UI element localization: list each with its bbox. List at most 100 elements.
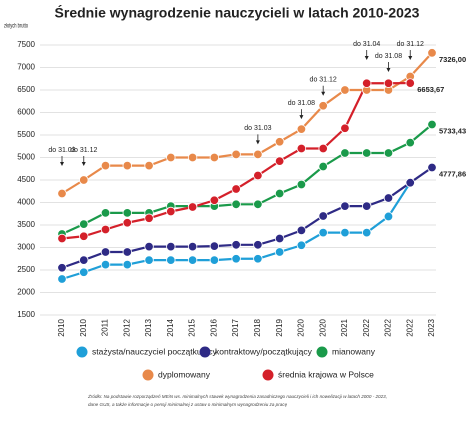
data-point <box>100 160 111 171</box>
annotation-arrowhead <box>386 68 391 72</box>
data-point <box>166 206 176 217</box>
data-point <box>57 233 67 244</box>
data-point <box>318 143 328 154</box>
data-point <box>100 247 111 257</box>
annotation: do 31.12 <box>70 147 97 154</box>
data-point <box>100 224 111 235</box>
x-tick-label: 2011 <box>101 318 110 336</box>
annotation-arrowhead <box>255 140 260 145</box>
data-point <box>340 123 350 133</box>
data-point <box>274 233 285 244</box>
annotation: do 31.08 <box>375 53 402 60</box>
x-tick-label: 2018 <box>253 318 262 336</box>
value-label: 6653,67 <box>417 85 444 94</box>
x-tick-label: 2020 <box>318 318 327 336</box>
annotation: do 31.04 <box>353 41 380 48</box>
data-point <box>340 85 350 95</box>
y-tick-label: 5500 <box>17 130 35 139</box>
data-point <box>383 148 394 158</box>
legend-swatch <box>76 346 88 358</box>
data-point <box>231 199 241 210</box>
data-point <box>253 240 263 250</box>
annotation: do 31.03 <box>244 125 271 132</box>
data-point <box>340 201 350 211</box>
data-point <box>253 170 263 181</box>
x-tick-label: 2013 <box>144 318 153 336</box>
x-tick-label: 2023 <box>427 318 436 336</box>
y-tick-label: 2000 <box>17 288 35 297</box>
data-point <box>340 148 350 158</box>
data-point <box>187 241 198 252</box>
data-point <box>253 149 263 160</box>
y-tick-label: 3500 <box>17 220 35 229</box>
data-point <box>187 255 198 265</box>
value-label: 7326,00 <box>439 55 466 64</box>
data-point <box>296 225 307 236</box>
legend-label: dyplomowany <box>158 369 211 379</box>
series-line <box>61 81 411 240</box>
data-point <box>122 160 132 171</box>
data-point <box>383 193 394 203</box>
y-axis-label: złotych brutto <box>4 23 28 30</box>
legend-label: kontraktowy/początkujący <box>215 346 313 356</box>
data-point <box>57 188 67 199</box>
x-tick-label: 2017 <box>231 318 240 336</box>
x-tick-label: 2016 <box>209 318 218 336</box>
legend-label: stażysta/nauczyciel początkujący <box>92 346 217 356</box>
source-note: dane GUS, a także informacje o pensji mi… <box>88 402 288 407</box>
x-tick-label: 2012 <box>122 318 131 336</box>
series-line <box>61 123 433 236</box>
data-point <box>405 137 415 148</box>
data-point <box>187 202 198 212</box>
annotation: do 31.12 <box>310 77 337 84</box>
data-point <box>318 227 328 238</box>
data-point <box>296 143 307 154</box>
data-point <box>427 48 437 58</box>
data-point <box>122 208 132 218</box>
data-point <box>318 101 328 111</box>
legend-label: średnia krajowa w Polsce <box>278 369 374 379</box>
data-point <box>318 161 328 172</box>
data-point <box>340 227 350 238</box>
data-point <box>362 201 372 211</box>
data-point <box>427 162 437 173</box>
data-point <box>79 267 89 277</box>
legend-swatch <box>199 346 211 358</box>
legend-swatch <box>316 346 328 358</box>
value-label: 5733,43 <box>439 126 466 135</box>
data-point <box>122 218 132 228</box>
data-point <box>79 175 89 185</box>
data-point <box>253 199 263 210</box>
y-tick-label: 1500 <box>17 310 35 319</box>
y-tick-label: 4000 <box>17 198 35 207</box>
x-tick-label: 2020 <box>297 318 306 336</box>
data-point <box>144 213 154 223</box>
y-tick-label: 2500 <box>17 265 35 274</box>
data-point <box>166 241 176 252</box>
x-tick-label: 2022 <box>362 318 371 336</box>
data-point <box>57 274 67 284</box>
data-point <box>296 240 307 250</box>
y-tick-label: 7500 <box>17 40 35 49</box>
source-note: Źródło: Na podstawie rozporządzeń MEiN w… <box>87 393 387 399</box>
data-point <box>383 211 394 222</box>
x-tick-label: 2015 <box>188 318 197 336</box>
data-point <box>209 152 220 163</box>
x-tick-label: 2021 <box>340 318 349 336</box>
annotation-arrowhead <box>321 91 326 96</box>
data-point <box>209 195 220 205</box>
data-point <box>405 78 415 88</box>
x-tick-label: 2014 <box>166 318 175 336</box>
annotation: do 31.12 <box>397 41 424 48</box>
data-point <box>296 124 307 134</box>
annotation-arrowhead <box>60 162 64 166</box>
data-point <box>144 160 154 171</box>
x-tick-label: 2022 <box>384 318 393 336</box>
data-point <box>79 219 89 229</box>
legend-swatch <box>142 369 154 381</box>
data-point <box>231 254 241 264</box>
series-line <box>61 182 412 281</box>
data-point <box>209 241 220 251</box>
annotation-arrowhead <box>364 56 369 60</box>
annotation: do 31.08 <box>288 100 315 107</box>
